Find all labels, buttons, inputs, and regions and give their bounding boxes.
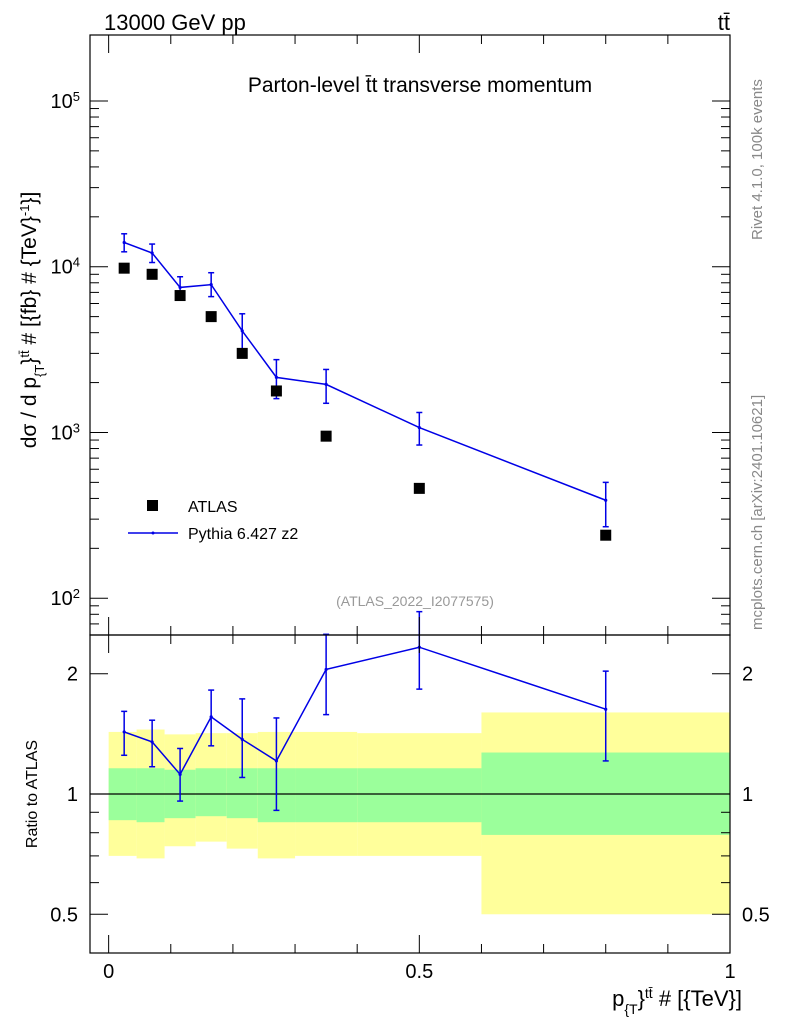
x-tick-label: 1 — [724, 961, 735, 983]
ratio-point — [324, 667, 328, 672]
atlas-point — [174, 290, 186, 302]
ratio-point — [150, 740, 154, 744]
legend-atlas-marker — [147, 500, 158, 511]
atlas-point — [146, 268, 158, 280]
ratio-inner-band — [357, 768, 482, 823]
ratio-bands — [108, 712, 730, 915]
ratio-point — [209, 715, 213, 719]
ratio-y-ticks: 0.5 0.5 1 1 2 2 — [50, 664, 770, 927]
atlas-point — [236, 347, 248, 359]
atlas-point — [600, 529, 612, 541]
main-marks — [118, 233, 612, 541]
legend-pythia-label: Pythia 6.427 z2 — [188, 526, 298, 543]
ratio-marks — [121, 610, 609, 812]
ratio-x-ticks: 0 0.5 1 — [103, 35, 736, 983]
x-axis-label-text: p{T}tt̄ # [{TeV}] — [612, 985, 742, 1017]
ratio-y-tick-label: 0.5 — [50, 904, 78, 926]
main-y-axis-label: dσ / d p{T}tt̄ # [{fb} # {TeV}-1}] — [17, 192, 47, 449]
x-tick-label: 0 — [103, 961, 114, 983]
main-y-tick-label: 102 — [51, 586, 80, 611]
atlas-point — [118, 262, 130, 274]
ratio-y-tick-label: 1 — [67, 784, 78, 806]
atlas-point — [205, 311, 217, 323]
main-y-tick-label: 103 — [51, 420, 80, 445]
ratio-point — [122, 730, 126, 734]
energy-label: 13000 GeV pp — [104, 10, 246, 35]
ratio-y-axis-label: Ratio to ATLAS — [24, 740, 41, 848]
pythia-point — [150, 251, 154, 255]
ratio-point — [274, 759, 279, 763]
main-y-tick-label: 104 — [51, 254, 80, 279]
atlas-point — [270, 385, 282, 397]
ratio-inner-band — [136, 768, 165, 823]
ratio-inner-band — [295, 768, 358, 823]
ratio-point — [178, 772, 182, 776]
pythia-point — [178, 285, 182, 290]
atlas-point — [413, 482, 425, 494]
ratio-y-tick-label-right: 2 — [742, 664, 753, 686]
pythia-point — [417, 426, 421, 430]
pythia-point — [274, 375, 279, 379]
main-y-ticks: 102 103 104 105 — [51, 88, 730, 625]
process-label: tt̄ — [718, 10, 730, 35]
main-y-axis-label-text: dσ / d p{T}tt̄ # [{fb} # {TeV}-1}] — [17, 192, 47, 449]
x-axis-label: p{T}tt̄ # [{TeV}] — [612, 985, 742, 1017]
ratio-y-tick-label-right: 1 — [742, 784, 753, 806]
pythia-series-line — [123, 241, 607, 501]
pythia-point — [324, 382, 328, 386]
main-panel: 102 103 104 105 Parton-level t̄t transverse… — [17, 34, 731, 636]
ratio-y-tick-label-right: 0.5 — [742, 904, 770, 926]
atlas-point — [320, 430, 332, 442]
ratio-point — [604, 707, 608, 711]
pythia-point — [122, 240, 126, 245]
main-frame — [89, 34, 731, 636]
ratio-panel: 0.5 0.51 12 2 0 0.5 1 Ratio to ATLAS — [24, 35, 770, 983]
ratio-point — [240, 737, 244, 741]
main-y-tick-label: 105 — [51, 88, 80, 113]
legend: ATLAS Pythia 6.427 z2 — [128, 499, 298, 543]
ratio-y-tick-label: 2 — [67, 664, 78, 686]
legend-atlas-label: ATLAS — [188, 499, 238, 516]
pythia-point — [209, 283, 213, 287]
watermark: (ATLAS_2022_I2077575) — [336, 593, 494, 609]
pythia-point — [240, 329, 244, 333]
pythia-point — [604, 498, 608, 502]
x-tick-label: 0.5 — [405, 961, 433, 983]
mcplots-label: mcplots.cern.ch [arXiv:2401.10621] — [749, 395, 766, 630]
rivet-label: Rivet 4.1.0, 100k events — [749, 79, 766, 240]
main-title: Parton-level t̄t transverse momentum — [248, 74, 592, 97]
ratio-inner-band — [195, 768, 227, 817]
legend-pythia-dot — [151, 531, 155, 535]
